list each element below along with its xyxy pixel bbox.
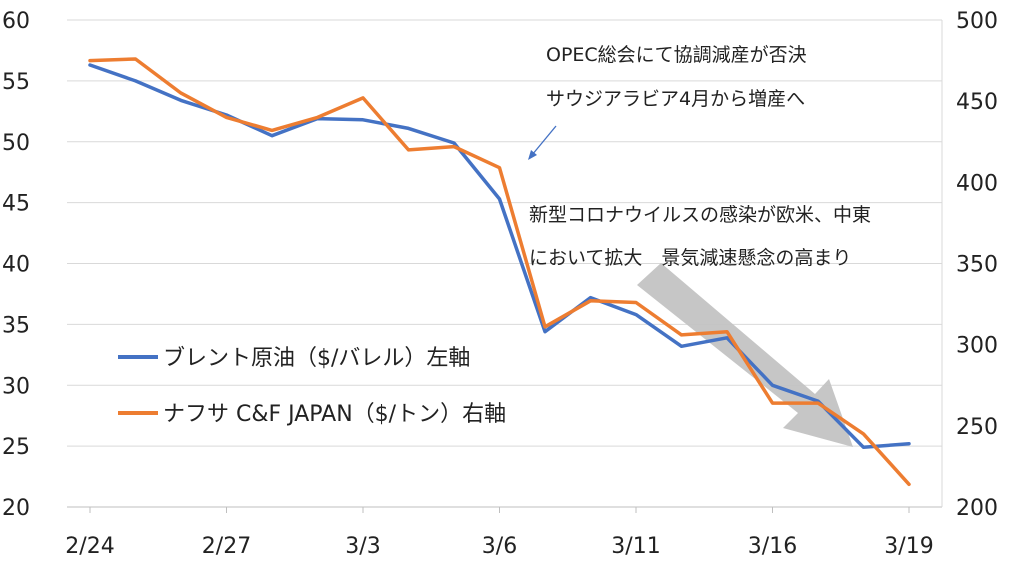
x-tick-label: 3/6 <box>482 534 517 559</box>
series-line-naphtha <box>88 57 911 487</box>
right-tick-label: 400 <box>956 171 998 196</box>
grid <box>67 19 943 508</box>
annotation-corona-line1: 新型コロナウイルスの感染が欧米、中東 <box>529 204 871 226</box>
right-tick-label: 300 <box>956 334 998 359</box>
right-tick-label: 500 <box>956 9 998 34</box>
left-tick-label: 60 <box>2 9 30 34</box>
x-axis: 2/24 2/27 3/3 3/6 3/11 3/16 3/19 <box>65 507 934 559</box>
annotation-opec-line2: サウジアラビア4月から増産へ <box>546 88 805 110</box>
right-tick-label: 450 <box>956 90 998 115</box>
left-tick-label: 55 <box>2 70 30 95</box>
x-tick-label: 3/19 <box>884 534 933 559</box>
legend: ブレント原油（$/バレル）左軸 ナフサ C&F JAPAN（$/トン）右軸 <box>118 346 506 427</box>
left-tick-label: 25 <box>2 435 30 460</box>
legend-label-naphtha: ナフサ C&F JAPAN（$/トン）右軸 <box>163 402 506 427</box>
x-tick-label: 2/27 <box>202 534 251 559</box>
left-tick-label: 50 <box>2 131 30 156</box>
left-axis: 20 25 30 35 40 45 50 55 60 <box>2 9 30 521</box>
x-tick-label: 2/24 <box>65 534 114 559</box>
left-tick-label: 30 <box>2 374 30 399</box>
left-tick-label: 40 <box>2 253 30 278</box>
annotation-corona-line2: において拡大 景気減速懸念の高まり <box>529 246 851 269</box>
left-tick-label: 45 <box>2 192 30 217</box>
left-tick-label: 20 <box>2 496 30 521</box>
x-tick-label: 3/11 <box>611 534 660 559</box>
x-tick-label: 3/16 <box>748 534 797 559</box>
series-lines <box>88 57 911 487</box>
annotation-opec-line1: OPEC総会にて協調減産が否決 <box>546 44 807 66</box>
pointer-arrow-icon <box>528 125 557 160</box>
right-tick-label: 250 <box>956 415 998 440</box>
right-tick-label: 200 <box>956 496 998 521</box>
right-tick-label: 350 <box>956 253 998 278</box>
x-tick-label: 3/3 <box>345 534 380 559</box>
left-tick-label: 35 <box>2 313 30 338</box>
right-axis: 200 250 300 350 400 450 500 <box>956 9 998 521</box>
legend-label-brent: ブレント原油（$/バレル）左軸 <box>163 346 470 371</box>
series-line-brent <box>88 63 911 450</box>
